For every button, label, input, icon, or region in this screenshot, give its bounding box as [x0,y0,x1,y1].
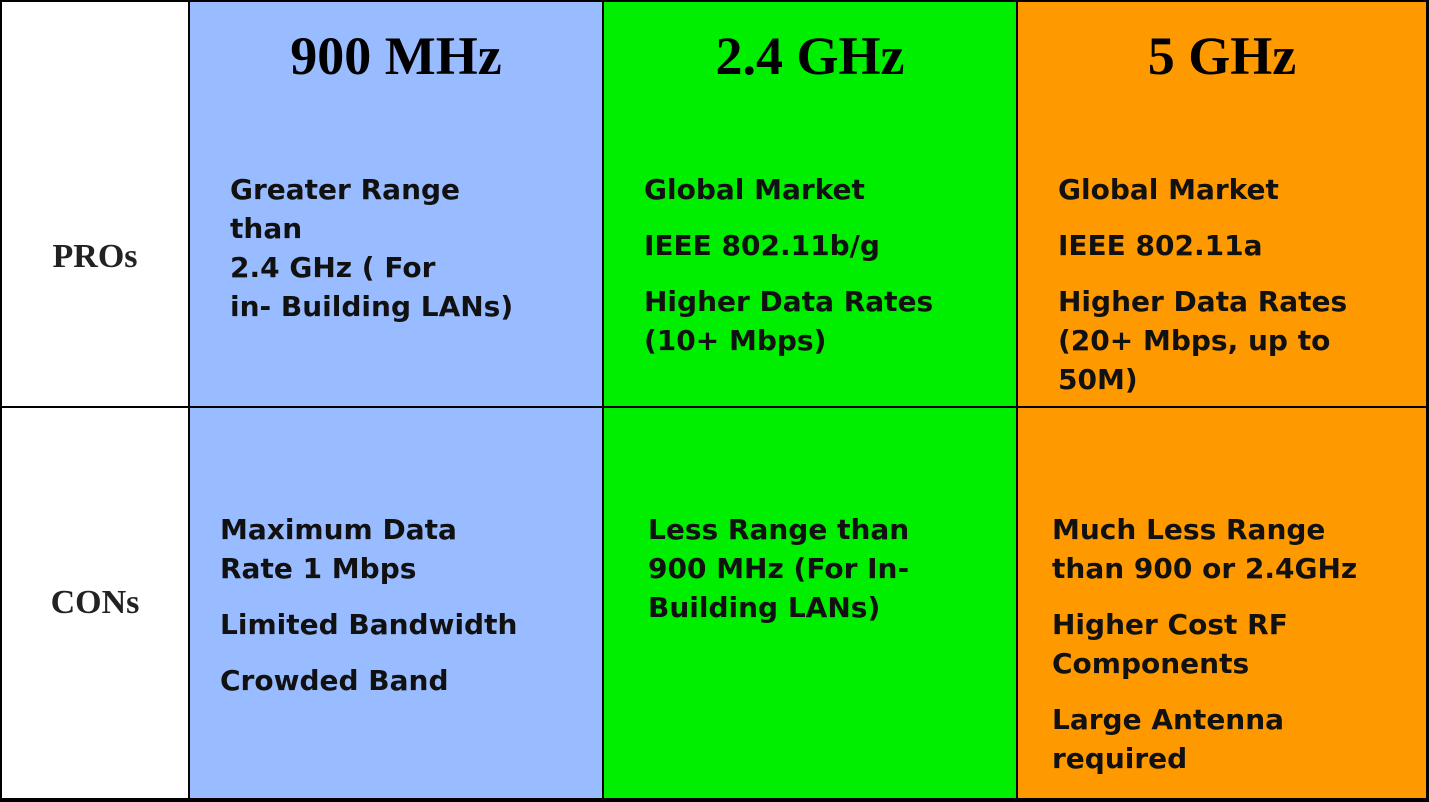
cell-text: 900 MHz (For In- [648,552,910,585]
corner-cell [2,2,188,108]
table-cell: Maximum Data Rate 1 Mbps Limited Bandwidth… [190,408,602,798]
cell-text: (20+ Mbps, up to [1058,324,1331,357]
cell-text: Large Antenna [1052,703,1285,736]
cell-item: Higher Cost RF Components [1052,605,1426,683]
cell-item: Maximum Data Rate 1 Mbps [220,510,602,588]
table-cell: Much Less Range than 900 or 2.4GHz Higher … [1018,408,1426,798]
table-cell: Global Market IEEE 802.11b/g Higher Data R… [604,108,1016,406]
row-label-text: CONs [50,584,140,621]
cell-item: IEEE 802.11b/g [644,226,1016,265]
cell-text: Much Less Range [1052,513,1326,546]
column-header: 900 MHz [190,2,602,108]
cell-text: (10+ Mbps) [644,324,827,357]
cell-item: IEEE 802.11a [1058,226,1426,265]
cell-text: Higher Cost RF [1052,608,1288,641]
cell-text: Higher Data Rates [1058,285,1348,318]
cell-text: Higher Data Rates [644,285,934,318]
cell-text: required [1052,742,1188,775]
cell-text: Global Market [1058,173,1279,206]
table-cell: Global Market IEEE 802.11a Higher Data Rat… [1018,108,1426,406]
cell-item: Much Less Range than 900 or 2.4GHz [1052,510,1426,588]
table-cell: Less Range than 900 MHz (For In- Building … [604,408,1016,798]
row-label-text: PROs [52,238,138,275]
column-header: 2.4 GHz [604,2,1016,108]
row-label: CONs [2,408,188,798]
cell-item: Higher Data Rates (20+ Mbps, up to 50M) [1058,282,1426,399]
cell-item: Limited Bandwidth [220,605,602,644]
cell-item: Greater Range than 2.4 GHz ( For in- Buildi… [230,170,602,326]
cell-item: Large Antenna required [1052,700,1426,778]
cell-text: IEEE 802.11b/g [644,229,880,262]
cell-text: IEEE 802.11a [1058,229,1263,262]
cell-item: Global Market [1058,170,1426,209]
column-header: 5 GHz [1018,2,1426,108]
cell-item: Global Market [644,170,1016,209]
table-cell: Greater Range than 2.4 GHz ( For in- Buildi… [190,108,602,406]
cell-item: Crowded Band [220,661,602,700]
cell-text: in- Building LANs) [230,290,514,323]
cell-text: Limited Bandwidth [220,608,518,641]
cell-text: Components [1052,647,1250,680]
cell-item: Less Range than 900 MHz (For In- Building … [648,510,1016,627]
cell-text: 50M) [1058,363,1138,396]
cell-text: Maximum Data [220,513,457,546]
cell-text: Building LANs) [648,591,881,624]
cell-text: than [230,212,303,245]
cell-text: Rate 1 Mbps [220,552,417,585]
cell-text: 2.4 GHz ( For [230,251,436,284]
cell-text: Less Range than [648,513,910,546]
row-label: PROs [2,108,188,406]
cell-text: Global Market [644,173,865,206]
cell-text: Greater Range [230,173,461,206]
cell-item: Higher Data Rates (10+ Mbps) [644,282,1016,360]
cell-text: than 900 or 2.4GHz [1052,552,1358,585]
cell-text: Crowded Band [220,664,449,697]
